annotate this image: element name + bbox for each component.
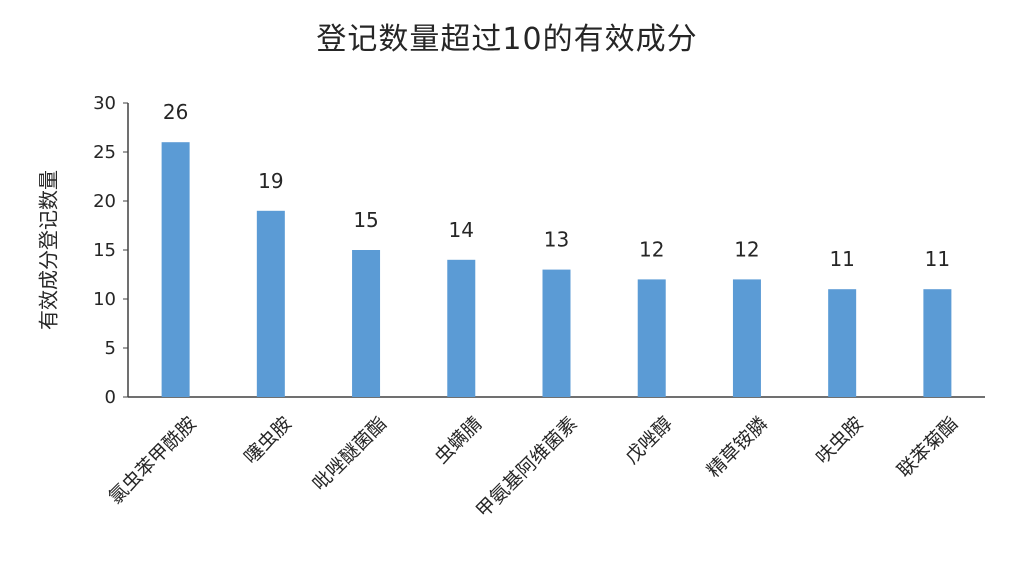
data-labels: 26 19 15 14 13 12 12 11 11 [163, 100, 950, 271]
y-ticks: 0 5 10 15 20 25 30 [93, 93, 128, 408]
data-label: 19 [258, 169, 283, 193]
x-tick-label: 精草铵膦 [703, 413, 772, 482]
data-label: 26 [163, 100, 188, 124]
data-label: 11 [829, 247, 854, 271]
data-label: 11 [925, 247, 950, 271]
bar [542, 269, 571, 397]
data-label: 14 [449, 218, 474, 242]
bar [923, 289, 952, 397]
x-tick-label: 噻虫胺 [240, 413, 296, 469]
y-tick-label: 20 [93, 191, 116, 212]
data-label: 12 [639, 237, 664, 261]
bar [732, 279, 761, 397]
bars [161, 142, 952, 397]
x-tick-label: 联苯菊酯 [893, 413, 962, 482]
y-tick-label: 30 [93, 93, 116, 114]
y-tick-label: 15 [93, 240, 116, 261]
bar [637, 279, 666, 397]
y-tick-label: 0 [105, 387, 116, 408]
x-tick-label: 戊唑醇 [621, 413, 677, 469]
x-tick-label: 呋虫胺 [811, 413, 867, 469]
bar [161, 142, 190, 397]
y-tick-label: 25 [93, 142, 116, 163]
x-tick-label: 氯虫苯甲酰胺 [105, 413, 201, 509]
data-label: 15 [353, 208, 378, 232]
chart-title: 登记数量超过10的有效成分 [316, 22, 698, 57]
x-tick-label: 甲氨基阿维菌素 [472, 413, 582, 523]
bar [828, 289, 857, 397]
y-tick-label: 10 [93, 289, 116, 310]
x-tick-label: 虫螨腈 [431, 413, 487, 469]
data-label: 13 [544, 228, 569, 252]
bar [352, 250, 381, 397]
bar [256, 210, 285, 397]
x-tick-label: 吡唑醚菌酯 [308, 413, 391, 496]
bar [447, 259, 476, 397]
data-label: 12 [734, 237, 759, 261]
y-tick-label: 5 [105, 338, 116, 359]
